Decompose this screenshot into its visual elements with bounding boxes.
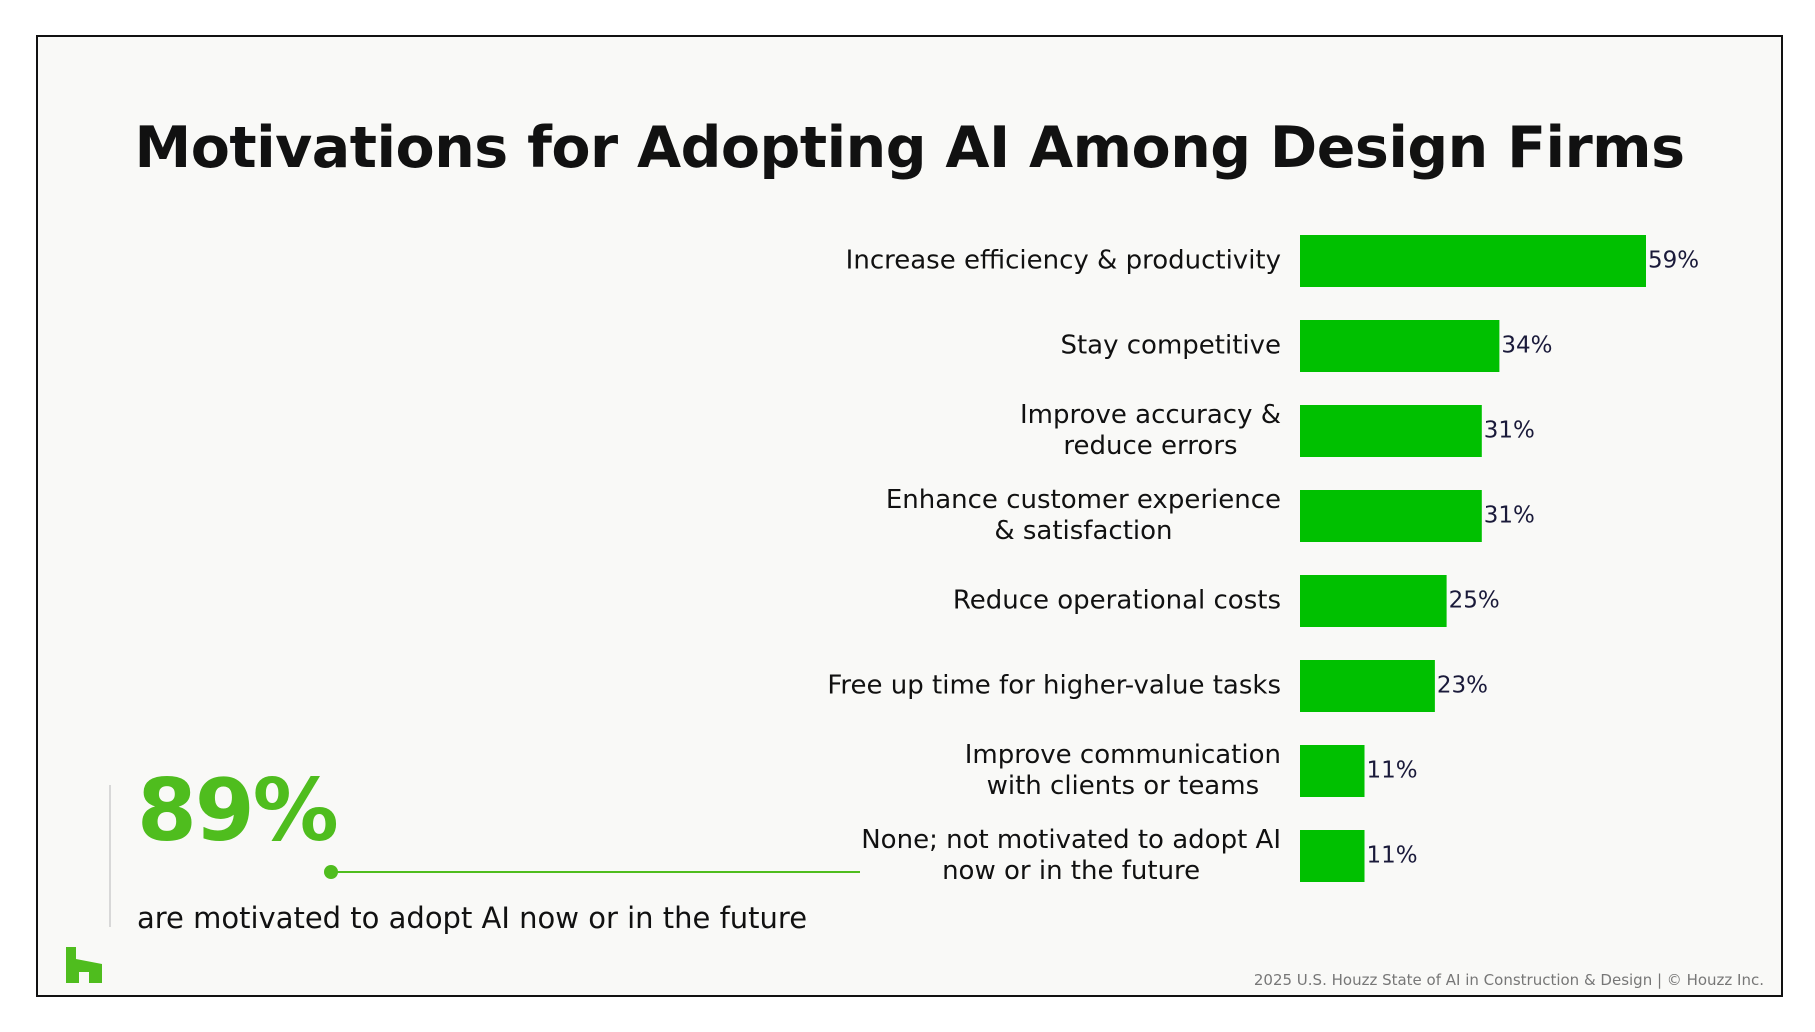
bars-layer: 59% Increase efficiency & productivity 34%… [827,235,1699,886]
category-label: None; not motivated to adopt AI now or in… [861,825,1281,886]
slide: Motivations for Adopting AI Among Design… [36,35,1783,997]
category-label: Increase efficiency & productivity [846,246,1281,276]
value-label: 59% [1648,248,1699,274]
bar [1300,745,1365,797]
footer-source: 2025 U.S. Houzz State of AI in Construct… [1253,971,1764,989]
callout-stat: 89% [137,761,339,861]
value-label: 11% [1367,758,1418,784]
category-label: Free up time for higher-value tasks [827,671,1281,701]
category-label: Reduce operational costs [953,586,1281,616]
bar [1300,490,1482,542]
category-label: Improve accuracy & reduce errors [1020,400,1281,461]
bar [1300,660,1435,712]
callout-caption: are motivated to adopt AI now or in the … [137,901,808,935]
value-label: 34% [1501,333,1552,359]
category-label: Improve communication with clients or tea… [965,740,1281,801]
value-label: 11% [1367,843,1418,869]
bar-chart: 59% Increase efficiency & productivity 34%… [827,235,1699,886]
value-label: 25% [1449,588,1500,614]
bar [1300,235,1646,287]
houzz-logo-icon [66,947,102,983]
value-label: 31% [1484,418,1535,444]
chart-title: Motivations for Adopting AI Among Design… [134,115,1685,181]
bar [1300,320,1500,372]
connector-line [330,871,860,873]
bar [1300,575,1447,627]
value-label: 31% [1484,503,1535,529]
category-label: Stay competitive [1060,331,1281,361]
callout-divider [109,785,111,927]
category-label: Enhance customer experience & satisfactio… [886,485,1281,546]
bar [1300,405,1482,457]
value-label: 23% [1437,673,1488,699]
bar [1300,830,1365,882]
